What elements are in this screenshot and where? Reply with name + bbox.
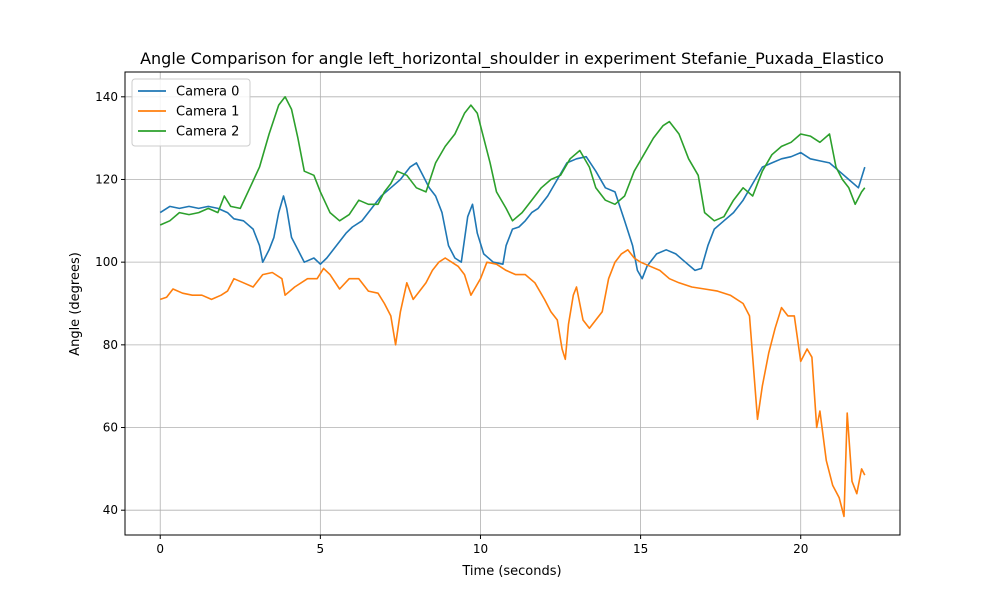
x-axis-title: Time (seconds)	[461, 564, 561, 579]
legend-label: Camera 0	[176, 85, 239, 100]
y-tick-label: 100	[95, 255, 118, 269]
y-tick-label: 80	[103, 338, 118, 352]
plot-frame	[124, 71, 901, 536]
y-tick-label: 120	[95, 172, 118, 186]
series-line-camera-0	[159, 151, 866, 280]
y-axis-title: Angle (degrees)	[68, 252, 83, 356]
legend-label: Camera 1	[176, 105, 239, 120]
series-lines	[159, 96, 866, 518]
chart-title: Angle Comparison for angle left_horizont…	[140, 49, 884, 69]
x-tick-label: 15	[633, 542, 648, 556]
series-line-camera-2	[159, 96, 866, 226]
x-tick-label: 0	[156, 542, 164, 556]
y-tick-label: 140	[95, 90, 118, 104]
x-tick-label: 5	[317, 542, 325, 556]
y-tick-label: 40	[103, 503, 118, 517]
x-tick-label: 10	[473, 542, 488, 556]
legend-label: Camera 2	[176, 125, 239, 140]
axis-ticks: 0 5 10 15 20 40 60 80 100 120 140	[95, 90, 808, 556]
grid	[125, 72, 900, 535]
series-line-camera-1	[159, 249, 866, 518]
legend: Camera 0 Camera 1 Camera 2	[131, 78, 251, 147]
legend-box	[131, 78, 251, 147]
x-tick-label: 20	[793, 542, 808, 556]
y-tick-label: 60	[103, 421, 118, 435]
